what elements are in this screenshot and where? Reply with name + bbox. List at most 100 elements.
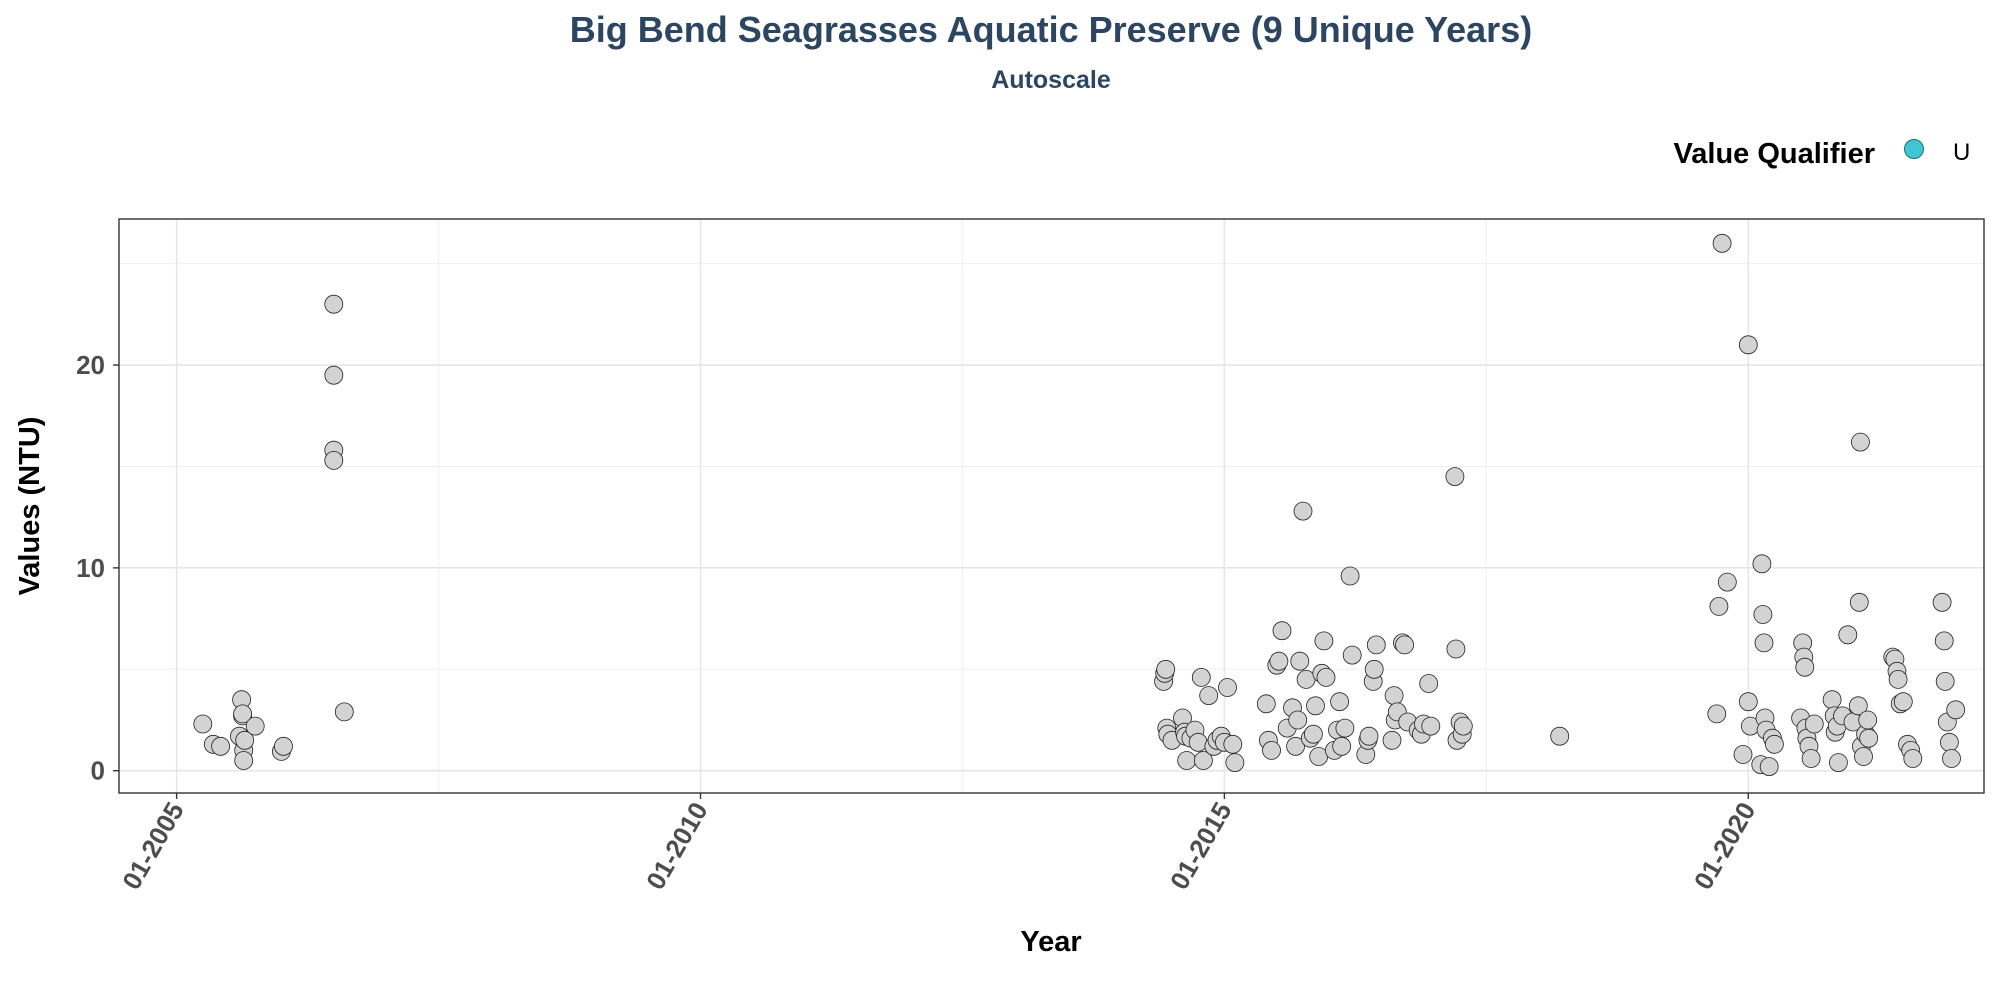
data-point — [1342, 645, 1362, 665]
data-point — [1296, 670, 1316, 689]
plot-border — [118, 218, 1985, 794]
data-point — [1709, 597, 1729, 616]
data-point — [1838, 625, 1858, 645]
data-point — [1801, 749, 1821, 768]
data-point — [1446, 639, 1466, 659]
data-point — [1858, 710, 1878, 730]
data-point — [1286, 736, 1305, 756]
chart-title: Big Bend Seagrasses Aquatic Preserve (9 … — [570, 9, 1532, 50]
data-point — [324, 365, 344, 385]
data-point — [274, 736, 293, 756]
data-point — [1795, 657, 1815, 677]
data-point — [1759, 757, 1779, 776]
data-point — [245, 716, 265, 736]
data-point — [1903, 749, 1923, 768]
data-point — [1550, 726, 1570, 746]
data-point — [233, 704, 253, 724]
y-axis: 0 10 20 — [76, 350, 119, 786]
data-point — [1194, 751, 1213, 770]
data-point — [1421, 716, 1441, 736]
legend-key-u — [1904, 139, 1924, 159]
data-point — [1188, 732, 1208, 752]
data-point — [1419, 674, 1439, 693]
data-point — [1177, 751, 1197, 770]
data-point — [1395, 635, 1414, 655]
data-point — [1269, 651, 1289, 671]
x-tick-label: 01-2020 — [1688, 797, 1762, 895]
data-point — [1199, 686, 1219, 705]
data-point — [1940, 732, 1959, 752]
data-point — [1804, 714, 1824, 734]
data-point — [1335, 718, 1355, 738]
data-point — [1942, 749, 1961, 768]
data-point — [1288, 710, 1308, 730]
data-point — [1934, 631, 1954, 651]
data-point — [1384, 686, 1404, 705]
grid-lines — [119, 219, 1984, 793]
data-point — [1822, 690, 1842, 710]
data-point — [1382, 730, 1402, 750]
data-point — [1717, 572, 1737, 592]
y-tick-label: 0 — [91, 756, 105, 786]
data-point — [1290, 651, 1310, 671]
data-point — [193, 714, 213, 734]
data-point — [1859, 728, 1879, 748]
data-point — [1848, 696, 1868, 716]
data-point — [1888, 670, 1908, 689]
data-point — [1359, 726, 1379, 746]
data-point — [1256, 694, 1276, 714]
data-point — [1946, 700, 1966, 720]
data-point — [1304, 724, 1323, 744]
data-point — [1314, 631, 1334, 651]
data-point — [1156, 659, 1176, 679]
data-point — [1754, 633, 1774, 653]
data-point — [1849, 592, 1869, 612]
plot-frame — [118, 218, 1985, 794]
data-point — [1309, 747, 1329, 766]
data-point — [1223, 734, 1243, 754]
data-point — [1218, 678, 1237, 697]
plot-background — [119, 219, 1984, 793]
data-point — [211, 736, 231, 756]
plot-area — [119, 219, 1984, 793]
chart-subtitle: Autoscale — [991, 66, 1111, 94]
x-axis: 01-2005 01-2010 01-2015 01-2020 — [116, 793, 1761, 895]
x-tick-label: 01-2015 — [1164, 797, 1238, 895]
data-point — [1707, 704, 1727, 724]
x-tick-label: 01-2005 — [116, 797, 190, 895]
data-point — [1445, 467, 1465, 487]
data-point — [334, 702, 354, 722]
data-point — [1752, 554, 1772, 574]
data-point — [1306, 696, 1325, 716]
legend-label-u: U — [1953, 139, 1970, 166]
data-point — [1738, 692, 1758, 712]
data-points — [193, 233, 1966, 776]
data-point — [235, 730, 255, 750]
data-point — [1935, 672, 1955, 691]
data-point — [1293, 501, 1313, 521]
data-point — [1854, 747, 1873, 766]
data-point — [1340, 566, 1360, 586]
x-axis-title: Year — [1020, 926, 1081, 958]
data-point — [1191, 668, 1211, 687]
data-point — [1733, 745, 1753, 764]
data-point — [1851, 432, 1870, 452]
data-point — [1453, 716, 1473, 736]
data-point — [324, 294, 344, 314]
y-axis-title: Values (NTU) — [14, 417, 46, 596]
data-point — [1332, 736, 1352, 756]
y-tick-label: 20 — [76, 350, 105, 380]
data-point — [1829, 753, 1848, 772]
data-point — [1330, 692, 1349, 712]
data-point — [234, 751, 254, 770]
data-point — [1225, 753, 1245, 772]
x-tick-label: 01-2010 — [640, 797, 714, 895]
y-tick-label: 10 — [76, 553, 105, 583]
data-point — [1712, 233, 1732, 253]
legend: Value Qualifier U — [1674, 138, 1971, 170]
data-point — [1932, 592, 1952, 612]
data-point — [1316, 668, 1336, 687]
data-point — [324, 450, 344, 470]
data-point — [1738, 335, 1758, 355]
